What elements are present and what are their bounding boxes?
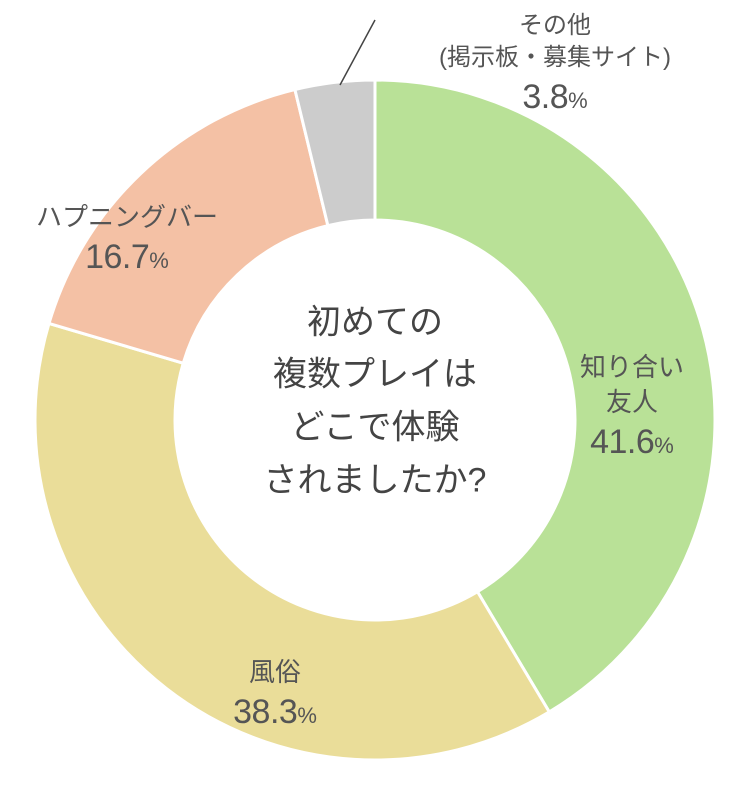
pct-sign: %	[149, 248, 169, 273]
label-acquaintance-line1: 知り合い	[580, 352, 684, 382]
label-other-line2: (掲示板・募集サイト)	[439, 44, 671, 71]
label-fuzoku-pct: 38.3	[233, 693, 297, 731]
center-line-3: どこで体験	[291, 409, 460, 447]
pct-sign: %	[654, 433, 674, 458]
pct-sign: %	[568, 88, 588, 113]
label-other-line1: その他	[519, 12, 591, 39]
label-hbar-line1: ハプニングバー	[36, 202, 218, 232]
label-other: その他 (掲示板・募集サイト) 3.8%	[439, 10, 671, 121]
center-line-1: 初めての	[307, 303, 443, 341]
label-acquaintance-pct: 41.6	[590, 423, 654, 461]
label-acquaintance: 知り合い 友人 41.6%	[580, 350, 684, 466]
center-line-4: されましたか?	[264, 461, 487, 499]
label-happening-bar: ハプニングバー 16.7%	[36, 200, 218, 281]
center-line-2: 複数プレイは	[273, 356, 477, 394]
label-acquaintance-line2: 友人	[606, 387, 658, 417]
center-title: 初めての 複数プレイは どこで体験 されましたか?	[264, 296, 487, 507]
callout-line	[340, 20, 375, 85]
label-fuzoku-line1: 風俗	[249, 657, 301, 687]
label-other-pct: 3.8	[522, 78, 568, 116]
donut-chart: 初めての 複数プレイは どこで体験 されましたか? 知り合い 友人 41.6% …	[0, 0, 750, 803]
label-fuzoku: 風俗 38.3%	[233, 655, 317, 736]
label-hbar-pct: 16.7	[85, 238, 149, 276]
pct-sign: %	[297, 703, 317, 728]
